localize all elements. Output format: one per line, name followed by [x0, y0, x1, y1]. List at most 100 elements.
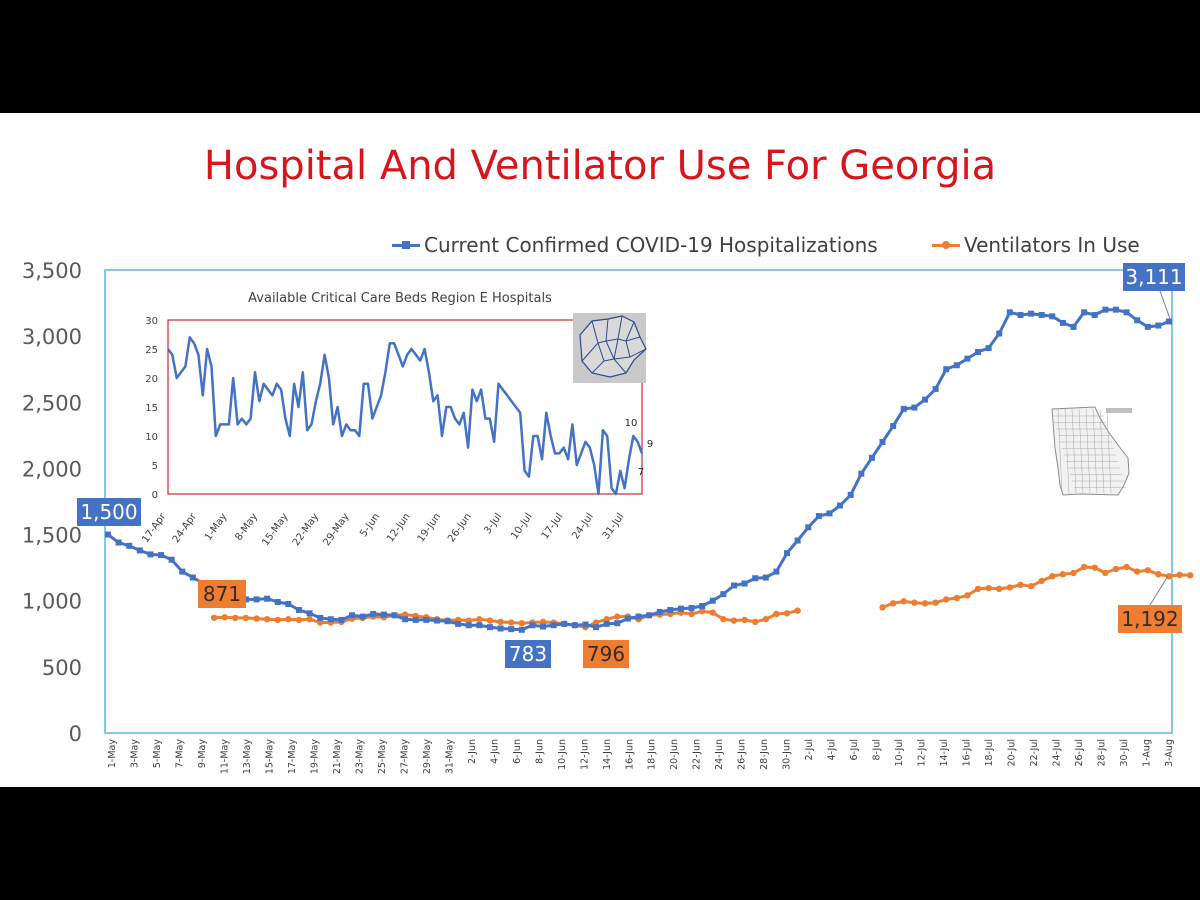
vent-point [730, 617, 738, 624]
hosp-point [868, 454, 875, 461]
legend-label-hospitalizations: Current Confirmed COVID-19 Hospitalizati… [424, 233, 878, 257]
vent-point [741, 616, 748, 624]
vent-point [242, 614, 250, 622]
x-tick-label: 13-May [242, 739, 253, 775]
x-tick-label: 1-May [107, 739, 118, 768]
x-tick-label: 19-May [309, 739, 320, 775]
hosp-point [540, 623, 547, 630]
vent-point [783, 610, 791, 617]
hosp-point [147, 551, 154, 558]
hosp-point [720, 591, 727, 598]
callout-box [505, 640, 551, 668]
x-tick-label: 24-Jun [714, 739, 725, 770]
x-tick-label: 8-Jul [872, 739, 883, 760]
callout-text: 1,500 [80, 500, 137, 524]
x-tick-label: 2-Jul [804, 739, 815, 760]
hosp-point [943, 366, 950, 373]
x-tick-label: 5-May [152, 739, 163, 768]
hosp-point [656, 608, 663, 615]
x-tick-label: 7-May [174, 739, 185, 768]
map-caption-bar [1106, 408, 1132, 413]
vent-point [507, 619, 515, 626]
hosp-point [582, 621, 589, 628]
hosp-point [253, 596, 260, 603]
hosp-point [1017, 311, 1024, 318]
region-e-map-image [573, 313, 647, 383]
inset-x-tick-label: 5-Jun [358, 511, 382, 539]
hosp-point [359, 613, 366, 620]
hosp-point [338, 616, 345, 623]
hosp-point [168, 556, 175, 563]
hosp-point [699, 603, 706, 610]
hosp-point [274, 599, 281, 606]
vent-point [221, 614, 228, 621]
hosp-point [858, 470, 865, 477]
hosp-point [465, 622, 472, 629]
x-tick-label: 24-Jul [1052, 739, 1063, 767]
inset-end-label: 10 [625, 418, 638, 429]
hosp-point [1102, 306, 1109, 313]
hosp-point [349, 612, 356, 619]
y-tick-label: 1,500 [22, 524, 82, 548]
vent-point [921, 600, 929, 607]
x-tick-label: 10-Jul [894, 739, 905, 767]
vent-point [1133, 568, 1141, 575]
county-line [1064, 408, 1070, 494]
y-tick-label: 1,000 [22, 590, 82, 614]
inset-x-tick-label: 3-Jul [482, 511, 504, 536]
vent-point [592, 619, 600, 626]
vent-point [942, 596, 950, 603]
hosp-point [794, 537, 801, 544]
vent-point [900, 598, 907, 605]
inset-x-tick-label: 17-Jul [540, 511, 566, 541]
hosp-point [1166, 318, 1172, 325]
callout-label: 1,500 [77, 498, 141, 526]
x-tick-label: 3-May [129, 739, 140, 768]
hosp-point [900, 405, 907, 412]
vent-point [889, 600, 897, 607]
callout-label: 871 [198, 580, 246, 608]
hosp-point [624, 615, 631, 622]
county-line [1071, 408, 1077, 494]
vent-point [1017, 581, 1024, 589]
vent-point [1176, 571, 1183, 579]
x-tick-label: 22-Jun [692, 739, 703, 770]
x-tick-label: 22-Jul [1029, 739, 1040, 767]
chart-title: Hospital And Ventilator Use For Georgia [203, 143, 997, 189]
inset-x-tick-label: 12-Jun [385, 511, 413, 544]
hosp-point [317, 614, 324, 621]
vent-point [306, 616, 313, 623]
slide: Hospital And Ventilator Use For Georgia … [0, 113, 1200, 787]
hosp-point [1155, 322, 1162, 329]
hosp-point [497, 625, 504, 632]
vent-point [497, 618, 504, 626]
hosp-point [784, 550, 791, 557]
hosp-point [179, 568, 186, 575]
vent-point [518, 620, 525, 627]
x-tick-label: 30-Jul [1119, 739, 1130, 767]
callout-box [1118, 605, 1182, 633]
hosp-point [805, 524, 812, 531]
hosp-point [911, 404, 918, 411]
callout-text: 3,111 [1125, 265, 1182, 289]
callout-label: 3,111 [1123, 263, 1185, 291]
hosp-point [985, 345, 992, 352]
county-border [613, 356, 631, 360]
vent-point [465, 617, 472, 624]
hosp-point [1070, 323, 1077, 330]
hosp-point [136, 547, 143, 554]
inset-end-label: 7 [638, 467, 644, 478]
callout-text: 783 [509, 642, 547, 666]
callout-leader [1149, 575, 1169, 606]
inset-y-tick-label: 0 [152, 490, 158, 501]
vent-point [285, 616, 292, 623]
vent-point [263, 616, 271, 623]
vent-point [614, 613, 621, 620]
hosp-point [1091, 311, 1098, 318]
x-tick-label: 1-Aug [1142, 739, 1153, 767]
county-border [625, 336, 647, 358]
hosp-point [964, 355, 971, 362]
x-tick-label: 21-May [332, 739, 343, 775]
inset-end-label: 9 [647, 439, 653, 450]
hosp-point [741, 580, 748, 587]
